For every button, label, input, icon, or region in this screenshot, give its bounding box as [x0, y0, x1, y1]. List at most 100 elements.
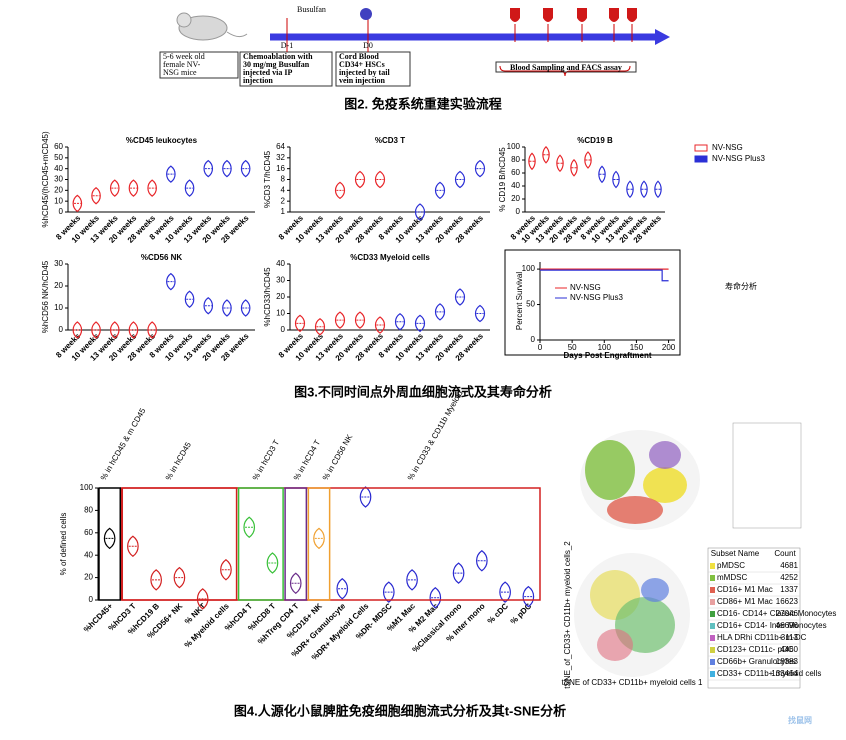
- violin: [184, 179, 195, 197]
- y-tick-label: 60: [511, 168, 520, 177]
- violin: [612, 170, 620, 189]
- violin: [556, 154, 564, 173]
- x-tick-label: 50: [568, 343, 577, 352]
- y-tick-label: 2: [281, 196, 286, 205]
- violin: [243, 516, 256, 538]
- table-cell: 4252: [780, 573, 798, 582]
- y-tick-label: 32: [276, 153, 285, 162]
- violin: [184, 290, 195, 308]
- y-axis-label: Percent Survival: [515, 272, 524, 330]
- syringe-icon: [360, 8, 372, 20]
- blood-drop: [627, 8, 637, 22]
- violin: [203, 159, 214, 178]
- violin: [240, 159, 251, 178]
- violin: [406, 569, 418, 591]
- violin: [522, 585, 535, 608]
- legend-table: [707, 547, 801, 689]
- table-cell: 27046: [776, 609, 799, 618]
- table-cell: CD16+ M1 Mac: [717, 585, 773, 594]
- y-tick-label: 40: [54, 164, 63, 173]
- legend-swatch: [694, 144, 708, 152]
- violin: [91, 321, 101, 339]
- violin: [147, 321, 157, 339]
- group-frame: [284, 487, 308, 601]
- violin: [499, 581, 511, 603]
- x-axis-label: Days Post Engraftment: [563, 351, 651, 360]
- box: [159, 51, 239, 79]
- violin: [414, 314, 426, 333]
- violin: [173, 566, 186, 589]
- caption: 图3.不同时间点外周血细胞流式及其寿命分析: [294, 384, 552, 399]
- violin: [72, 194, 83, 213]
- violin: [414, 203, 426, 221]
- mouse-label: female NV-: [163, 60, 201, 69]
- y-tick-label: 0: [531, 335, 536, 344]
- y-axis-label: %hCD56 NK/hCD45: [41, 260, 50, 333]
- legend-swatch: [710, 563, 715, 569]
- violin: [128, 179, 139, 197]
- table-cell: 133464: [771, 669, 798, 678]
- table-cell: 1337: [780, 585, 798, 594]
- violin: [103, 527, 116, 550]
- violin: [452, 562, 465, 584]
- y-axis-label: %hCD45/(hCD45+mCD45): [41, 131, 50, 228]
- table-cell: 46696: [776, 621, 799, 630]
- y-tick-label: 64: [276, 142, 285, 151]
- violin: [91, 187, 101, 205]
- table-cell: CD86+ M1 Mac: [717, 597, 773, 606]
- legend-swatch: [710, 647, 715, 653]
- table-cell: 3113: [781, 633, 799, 642]
- week-label: W28: [624, 42, 640, 51]
- group-frame: [237, 487, 284, 601]
- y-tick-label: 20: [276, 292, 285, 301]
- y-tick-label: 10: [54, 196, 63, 205]
- box: [335, 51, 411, 87]
- day-label: D0: [363, 41, 373, 50]
- box: [239, 51, 333, 87]
- violin: [150, 569, 162, 591]
- timeline-arrow: [655, 29, 670, 45]
- chemo-label: Chemoablation with: [243, 52, 313, 61]
- legend-swatch: [710, 575, 715, 581]
- y-tick-label: 1: [281, 207, 286, 216]
- violin: [334, 311, 346, 329]
- group-label: % in CD33 & CD11b Myeloid: [406, 389, 465, 482]
- violin: [382, 581, 395, 603]
- violin: [294, 314, 306, 333]
- blood-drop: [543, 8, 553, 22]
- table-cell: HLA DRhi CD11b+ m-DC: [717, 633, 807, 642]
- mouse-label: NSG mice: [163, 68, 197, 77]
- y-tick-label: 20: [84, 573, 93, 582]
- table-cell: CD66b+ Granulocytes: [717, 657, 796, 666]
- chart-title: %CD45 leukocytes: [126, 136, 198, 145]
- y-tick-label: 0: [89, 595, 94, 604]
- y-tick-label: 80: [84, 506, 93, 515]
- violin: [374, 170, 386, 189]
- chemo-label: injection: [243, 76, 273, 85]
- survival-line: [540, 269, 669, 282]
- blood-drop: [510, 8, 520, 22]
- table-cell: CD16+ CD14- Inter Monocytes: [717, 621, 827, 630]
- y-tick-label: 4: [281, 185, 286, 194]
- violin: [313, 527, 325, 550]
- table-cell: CD123+ CD11c- pDC: [717, 645, 794, 654]
- violin: [394, 313, 406, 331]
- week-label: W13: [574, 42, 590, 51]
- y-tick-label: 50: [54, 153, 63, 162]
- y-tick-label: 40: [84, 550, 93, 559]
- y-tick-label: 30: [54, 175, 63, 184]
- legend-swatch: [710, 599, 715, 605]
- mouse-label: 5-6 week old: [163, 52, 205, 61]
- group-label: % in hCD45 & m CD45: [99, 406, 148, 482]
- tsne-y-label: tSNE_of_CD33+ CD11b+ myeloid cells_2: [563, 541, 572, 689]
- violin: [222, 299, 232, 317]
- violin: [354, 311, 366, 329]
- legend-swatch: [710, 623, 715, 629]
- violin: [434, 181, 446, 200]
- violin: [109, 179, 120, 197]
- chart-title: %CD3 T: [375, 136, 405, 145]
- violin: [166, 165, 176, 183]
- chart-title: %CD56 NK: [141, 253, 183, 262]
- cord-label: Cord Blood: [339, 52, 379, 61]
- legend-swatch: [710, 587, 715, 593]
